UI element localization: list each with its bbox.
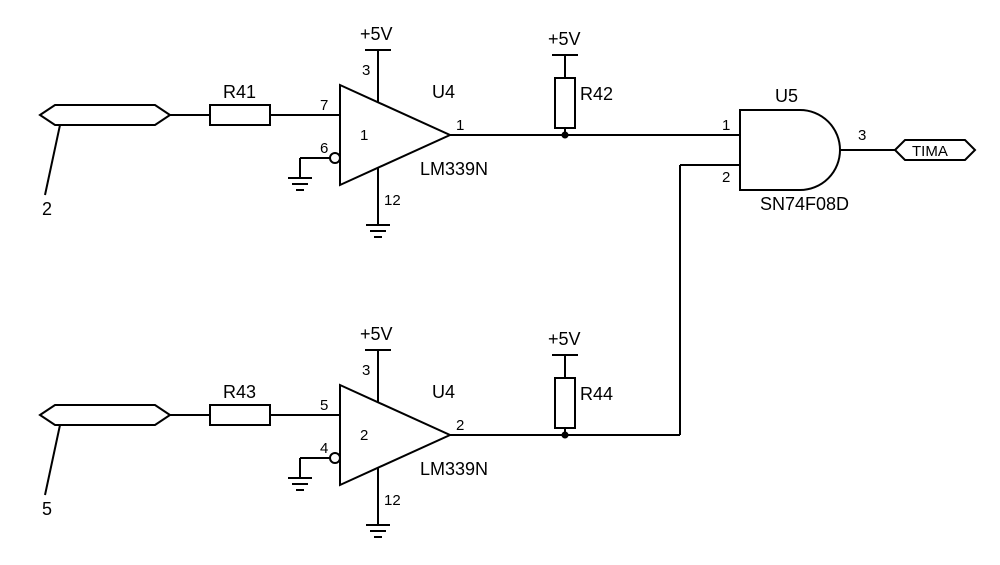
callout-label-top: 2 bbox=[42, 199, 52, 219]
u4-2-pin-gnd: 12 bbox=[384, 492, 401, 509]
r41-label: R41 bbox=[223, 82, 256, 102]
u4-1-part: LM339N bbox=[420, 159, 488, 179]
u4-2-pin-vcc: 3 bbox=[362, 362, 370, 379]
u5-pin-y: 3 bbox=[858, 127, 866, 144]
u5-pin-b: 2 bbox=[722, 169, 730, 186]
u5-pin-a: 1 bbox=[722, 117, 730, 134]
pullup-bottom-label: +5V bbox=[548, 329, 581, 349]
u5-refdes: U5 bbox=[775, 86, 798, 106]
and-gate-u5: 1 2 3 U5 SN74F08D bbox=[722, 86, 895, 214]
input-port-top: 2 bbox=[40, 105, 170, 219]
u4-1-pin-minus: 6 bbox=[320, 140, 328, 157]
u4-2-vcc-label: +5V bbox=[360, 324, 393, 344]
u4-2-refdes: U4 bbox=[432, 382, 455, 402]
u5-part: SN74F08D bbox=[760, 194, 849, 214]
u4-1-pin-gnd: 12 bbox=[384, 192, 401, 209]
resistor-r44: R44 +5V bbox=[548, 329, 613, 439]
input-port-bottom: 5 bbox=[40, 405, 170, 519]
circuit-schematic: 2 R41 1 7 6 1 U4 LM339N 3 +5V 12 bbox=[0, 0, 1000, 565]
output-label: TIMA bbox=[912, 143, 948, 160]
r42-label: R42 bbox=[580, 84, 613, 104]
pullup-top-label: +5V bbox=[548, 29, 581, 49]
output-port-tima: TIMA bbox=[895, 140, 975, 160]
u4-1-section: 1 bbox=[360, 127, 368, 144]
u4-1-refdes: U4 bbox=[432, 82, 455, 102]
u4-2-pin-minus: 4 bbox=[320, 440, 328, 457]
r43-label: R43 bbox=[223, 382, 256, 402]
u4-2-pin-out: 2 bbox=[456, 417, 464, 434]
r44-label: R44 bbox=[580, 384, 613, 404]
u4-2-pin-plus: 5 bbox=[320, 397, 328, 414]
resistor-r41: R41 bbox=[170, 82, 340, 125]
callout-label-bottom: 5 bbox=[42, 499, 52, 519]
comparator-u4-1: 1 7 6 1 U4 LM339N 3 +5V 12 bbox=[288, 24, 488, 237]
u4-1-vcc-label: +5V bbox=[360, 24, 393, 44]
u4-1-pin-vcc: 3 bbox=[362, 62, 370, 79]
resistor-r42: R42 +5V bbox=[548, 29, 613, 139]
u4-2-part: LM339N bbox=[420, 459, 488, 479]
u4-1-pin-out: 1 bbox=[456, 117, 464, 134]
u4-2-section: 2 bbox=[360, 427, 368, 444]
u4-1-pin-plus: 7 bbox=[320, 97, 328, 114]
resistor-r43: R43 bbox=[170, 382, 340, 425]
comparator-u4-2: 2 5 4 2 U4 LM339N 3 +5V 12 bbox=[288, 324, 488, 537]
